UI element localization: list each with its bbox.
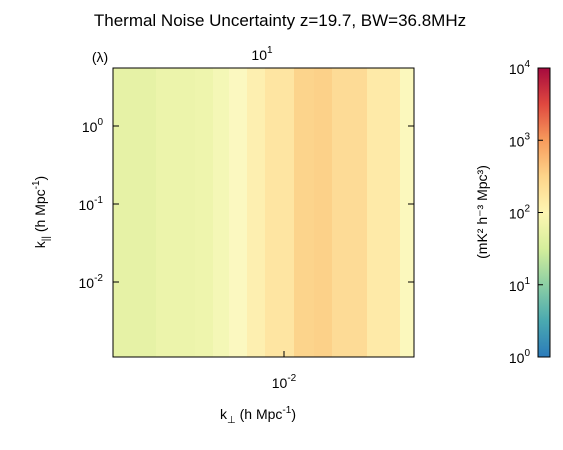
top-axis-unit-label: (λ): [92, 49, 108, 65]
y-axis-ticks: 100 10-1 10-2: [79, 117, 414, 291]
heatmap-column: [156, 68, 195, 357]
colorbar-tick-label: 104: [509, 59, 531, 77]
x-tick-label: 10-2: [272, 373, 297, 391]
chart-title: Thermal Noise Uncertainty z=19.7, BW=36.…: [94, 11, 466, 30]
colorbar-ticks: 100 101 102 103 104: [509, 59, 543, 366]
y-tick-label: 10-1: [79, 195, 104, 213]
heatmap-column: [265, 68, 294, 357]
y-tick-label: 10-2: [79, 273, 104, 291]
y-axis-label: k|| (h Mpc-1): [31, 176, 52, 248]
x-axis-ticks: 10-2: [272, 351, 297, 391]
colorbar-tick-label: 101: [509, 276, 531, 294]
colorbar-label: (mK² h⁻³ Mpc³): [474, 165, 490, 259]
heatmap-column: [229, 68, 247, 357]
y-tick-label: 100: [82, 117, 104, 135]
heatmap-column: [113, 68, 156, 357]
colorbar-tick-label: 102: [509, 204, 531, 222]
colorbar-tick-label: 100: [509, 348, 531, 366]
heatmap-column: [195, 68, 213, 357]
heatmap-columns: [113, 68, 414, 357]
heatmap-column: [332, 68, 367, 357]
heatmap-column: [314, 68, 332, 357]
heatmap-column: [247, 68, 265, 357]
heatmap-column: [400, 68, 414, 357]
top-tick-label: 101: [251, 45, 273, 63]
colorbar-tick-label: 103: [509, 131, 531, 149]
x-axis-label: k⊥ (h Mpc-1): [220, 405, 296, 426]
heatmap-column: [367, 68, 400, 357]
heatmap-column: [294, 68, 314, 357]
heatmap-column: [213, 68, 229, 357]
plot-frame: [112, 67, 415, 358]
